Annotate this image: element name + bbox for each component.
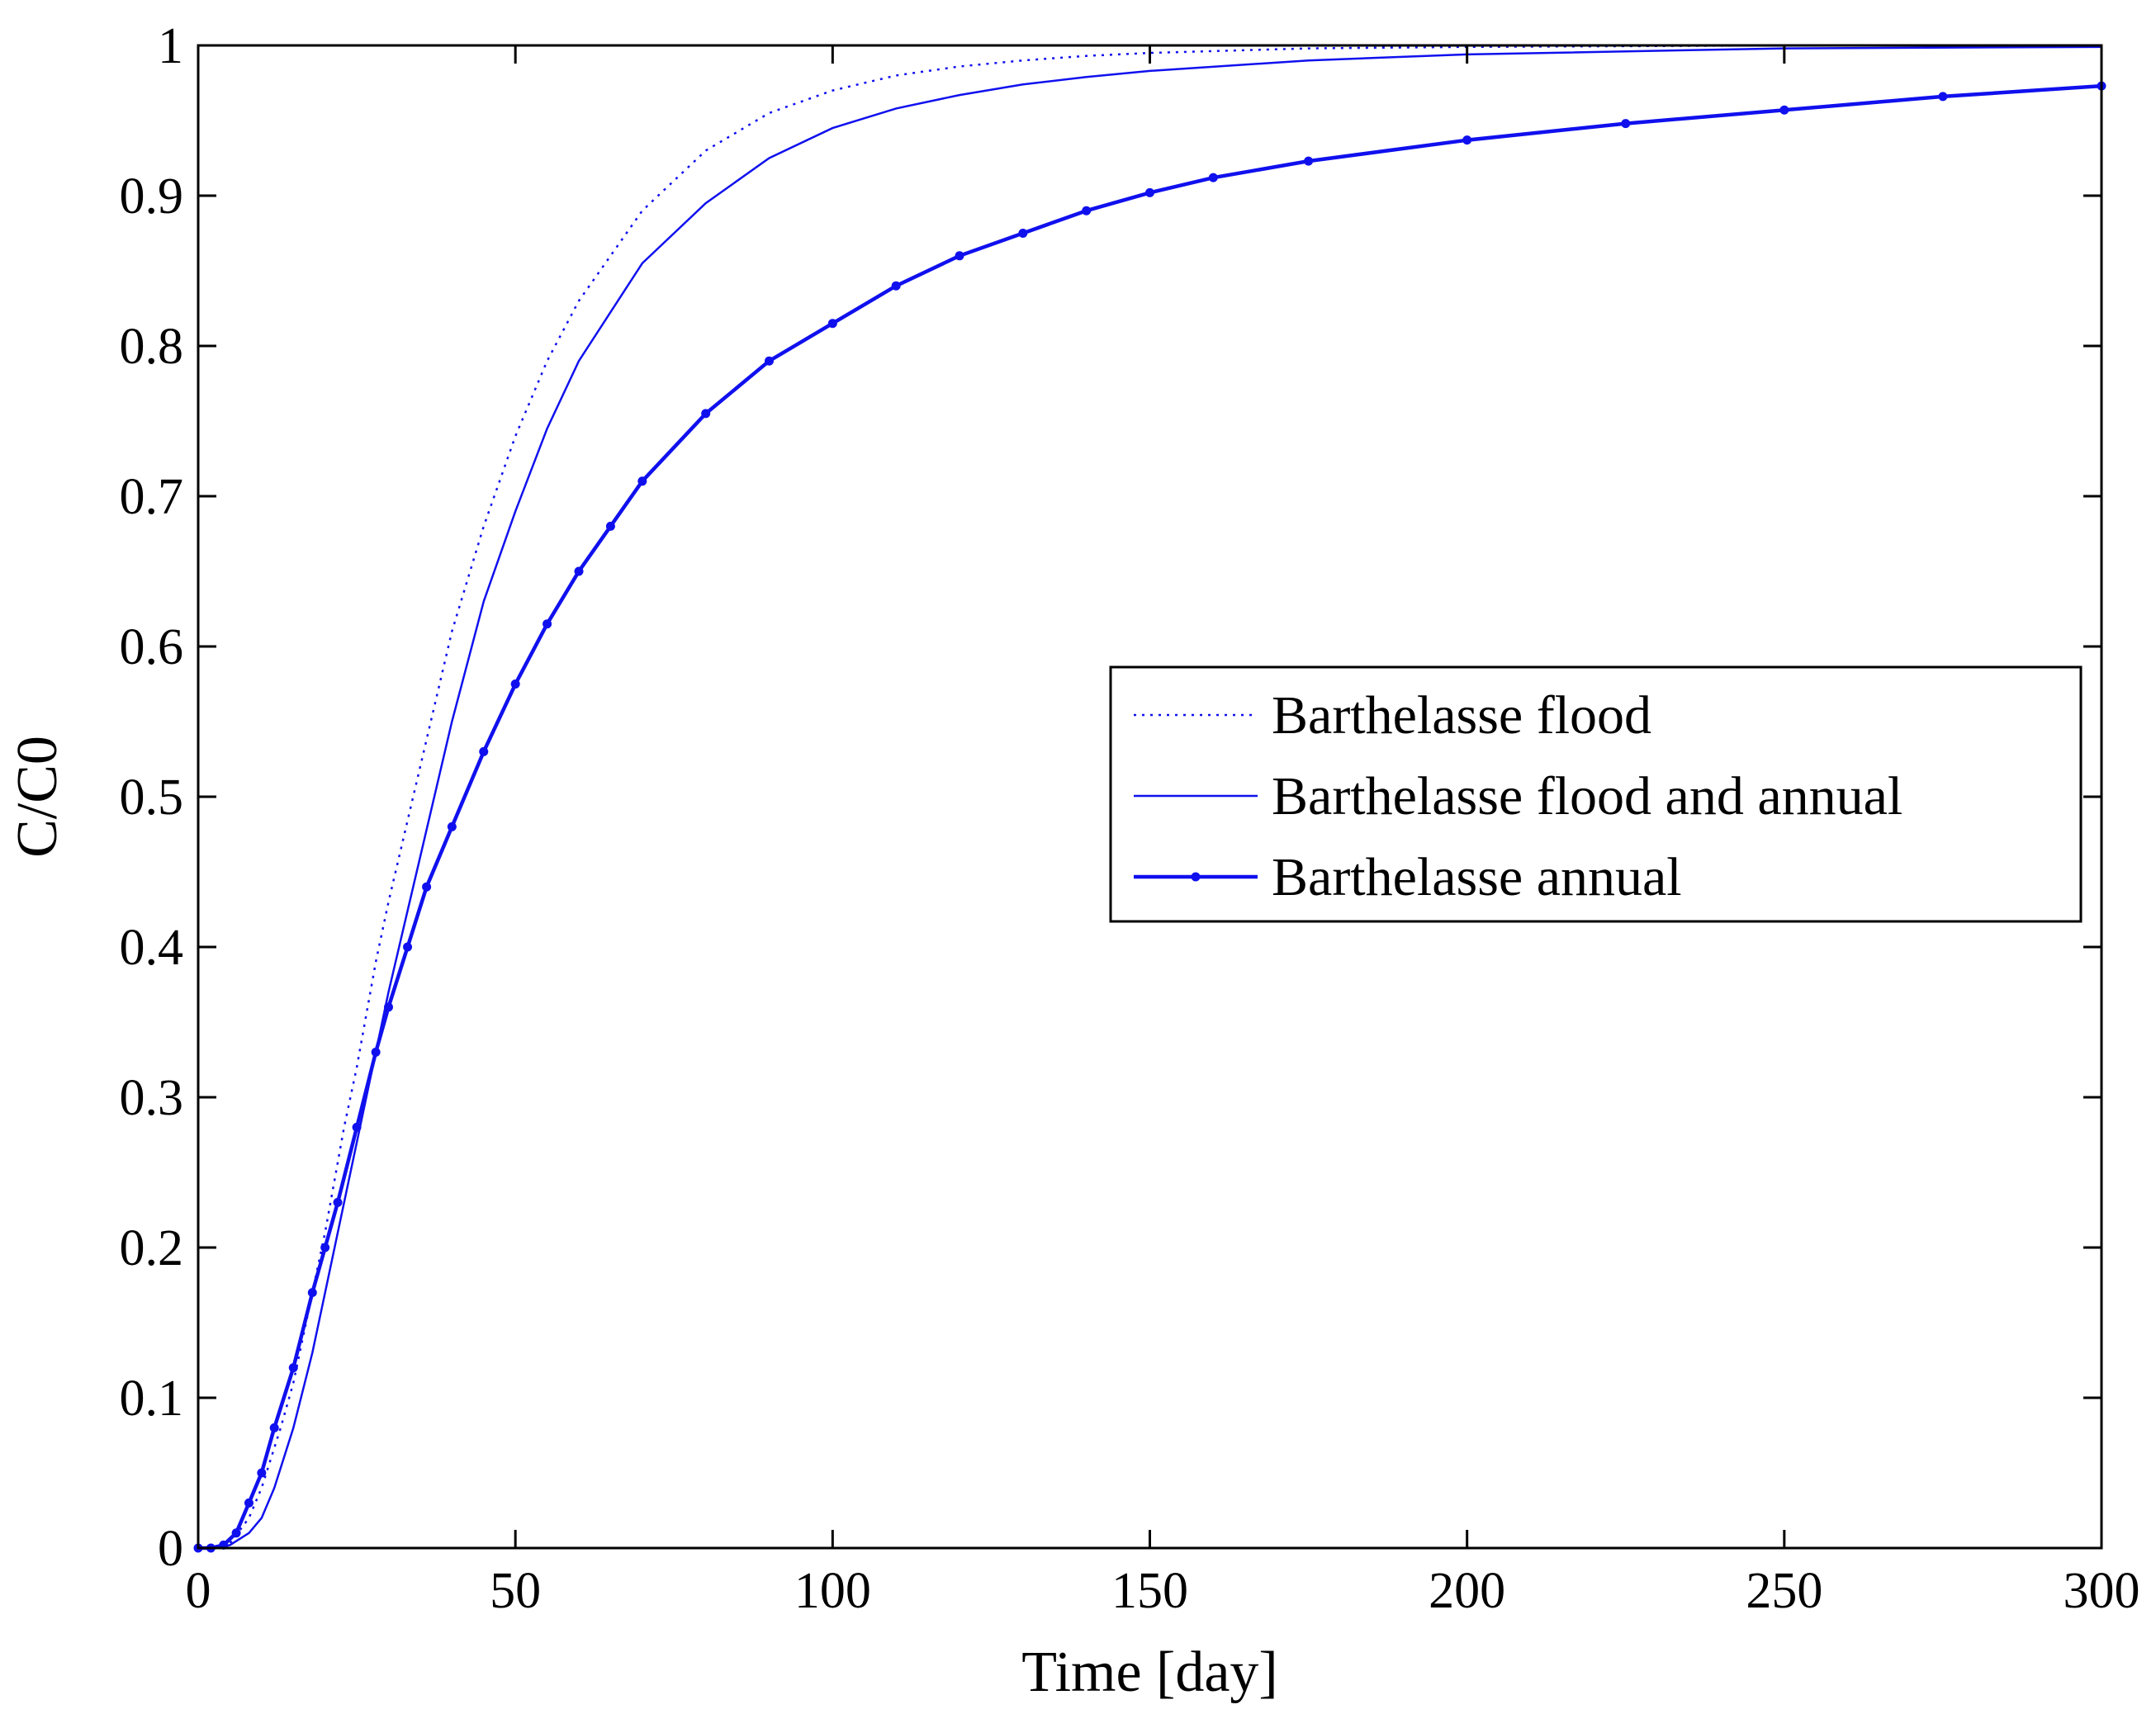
series-marker bbox=[827, 319, 837, 329]
y-tick-label: 1 bbox=[158, 18, 183, 74]
series-marker bbox=[307, 1288, 317, 1298]
axes: 0 50 100 150 200 250 300 0 0.1 0.2 0.3 0.4 0.5 0.6 0.7… bbox=[6, 18, 2140, 1704]
series-marker bbox=[1779, 105, 1789, 115]
series-marker bbox=[1082, 206, 1092, 215]
y-tick-label: 0.2 bbox=[120, 1220, 184, 1276]
series-marker bbox=[891, 281, 901, 291]
y-axis-label: C/C0 bbox=[6, 736, 69, 858]
series-line-0 bbox=[198, 44, 1975, 1550]
series-marker bbox=[1304, 156, 1314, 166]
legend-box bbox=[1109, 665, 2083, 923]
series-marker bbox=[269, 1423, 279, 1432]
y-tick-label: 0.1 bbox=[120, 1371, 184, 1427]
series-marker bbox=[1145, 187, 1154, 197]
series-marker bbox=[257, 1468, 267, 1478]
legend: Barthelasse flood Barthelasse flood and a… bbox=[1109, 665, 2083, 923]
legend-swatch-marker bbox=[1191, 872, 1201, 882]
series-marker bbox=[1208, 173, 1218, 182]
x-tick-label: 200 bbox=[1429, 1563, 1505, 1619]
series-line-2 bbox=[198, 83, 2102, 1551]
series-marker bbox=[543, 619, 552, 629]
series-marker bbox=[510, 679, 520, 689]
y-tick-label: 0.3 bbox=[120, 1070, 184, 1126]
series-marker bbox=[231, 1528, 241, 1538]
series-marker bbox=[371, 1047, 381, 1057]
y-tick-label: 0.6 bbox=[120, 619, 184, 675]
y-tick-label: 0.8 bbox=[120, 319, 184, 375]
y-tick-label: 0.9 bbox=[120, 168, 184, 225]
x-tick-label: 250 bbox=[1746, 1563, 1822, 1619]
x-tick-label: 50 bbox=[490, 1563, 541, 1619]
series-marker bbox=[384, 1002, 393, 1012]
series-marker bbox=[1018, 229, 1028, 238]
series-line-1 bbox=[198, 45, 2102, 1550]
series-marker bbox=[479, 746, 489, 756]
series-marker bbox=[1938, 92, 1948, 102]
series-marker bbox=[1462, 135, 1472, 145]
legend-label-2: Barthelasse annual bbox=[1272, 847, 1682, 907]
x-tick-label: 150 bbox=[1111, 1563, 1188, 1619]
series-marker bbox=[605, 521, 615, 531]
y-tick-label: 0.7 bbox=[120, 469, 184, 525]
y-tick-label: 0.4 bbox=[120, 920, 184, 976]
series-marker bbox=[637, 476, 647, 486]
series-marker bbox=[701, 409, 711, 419]
series-marker bbox=[403, 942, 413, 952]
y-tick-label: 0 bbox=[158, 1521, 183, 1577]
series-marker bbox=[447, 821, 457, 831]
series-marker bbox=[333, 1197, 343, 1207]
legend-label-1: Barthelasse flood and annual bbox=[1272, 766, 1902, 826]
series-marker bbox=[422, 882, 432, 892]
y-tick-label: 0.5 bbox=[120, 769, 184, 826]
series-marker bbox=[574, 566, 584, 576]
series-marker bbox=[352, 1122, 362, 1132]
series-marker bbox=[955, 251, 964, 261]
series-marker bbox=[765, 356, 774, 366]
series-marker bbox=[320, 1243, 330, 1252]
series-marker bbox=[1621, 119, 1631, 129]
x-axis-label: Time [day] bbox=[1021, 1641, 1277, 1704]
plot-lines bbox=[193, 44, 2106, 1553]
series-marker bbox=[288, 1363, 298, 1373]
series-marker bbox=[244, 1498, 254, 1508]
legend-label-0: Barthelasse flood bbox=[1272, 685, 1651, 746]
x-tick-label: 100 bbox=[794, 1563, 871, 1619]
x-tick-label: 0 bbox=[186, 1563, 211, 1619]
x-tick-label: 300 bbox=[2064, 1563, 2140, 1619]
